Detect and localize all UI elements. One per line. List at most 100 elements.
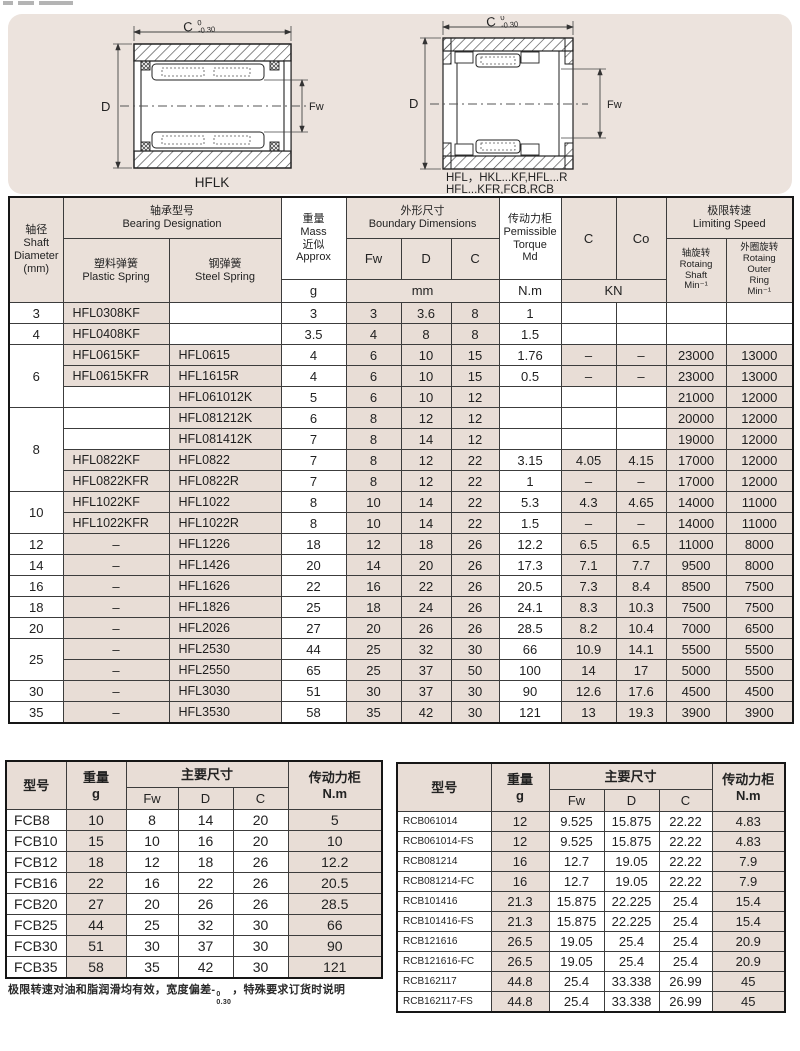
dim-tol-upper: 0 — [197, 20, 202, 27]
torque-cell: 66 — [498, 638, 562, 660]
col-header-c: C — [450, 238, 500, 280]
rcb-row: RCB061014-FS 12 9.525 15.875 22.22 4.83 — [396, 831, 786, 852]
col-header-plastic-spring: 塑料弹簧 Plastic Spring — [62, 238, 170, 303]
plastic-spring-cell: – — [62, 596, 170, 618]
steel-spring-cell: HFL2026 — [168, 617, 282, 639]
mass-cell: 18 — [65, 851, 127, 873]
outer-ring-bottom — [442, 155, 574, 170]
outer-speed-cell: 12000 — [725, 428, 794, 450]
fcb-row: FCB30 51 30 37 30 90 — [5, 935, 383, 957]
c-cell: 8 — [450, 323, 500, 345]
torque-cell: 66 — [287, 914, 383, 936]
mass-cell: 20 — [280, 554, 347, 576]
dim-label-c: C — [486, 16, 497, 30]
fw-cell: 25.4 — [548, 991, 605, 1013]
mass-cell: 51 — [65, 935, 127, 957]
roller-cage-top — [151, 63, 265, 81]
plastic-spring-cell: – — [62, 638, 170, 660]
plastic-spring-cell — [62, 407, 170, 429]
dynamic-load-cell — [560, 407, 617, 429]
dim-label-fw: Fw — [607, 99, 622, 111]
torque-cell: 28.5 — [287, 893, 383, 915]
model-cell: FCB10 — [5, 830, 67, 852]
header-row-2: 塑料弹簧 Plastic Spring 钢弹簧 Steel Spring Fw … — [9, 238, 794, 303]
static-load-cell: 17.6 — [615, 680, 667, 702]
outer-speed-cell: 7500 — [725, 575, 794, 597]
fw-cell: 35 — [125, 956, 179, 979]
static-load-cell: 14.1 — [615, 638, 667, 660]
shaft-speed-cell: 7500 — [665, 596, 727, 618]
plastic-spring-cell: HFL0822KFR — [62, 470, 170, 492]
d-cell: 32 — [400, 638, 452, 660]
shaft-diameter-cell: 30 — [8, 680, 64, 702]
dynamic-load-cell — [560, 386, 617, 408]
d-cell: 37 — [400, 680, 452, 702]
drawings-panel: C 0 -0.30 D Fw HFLK — [8, 14, 792, 194]
rcb-row: RCB121616 26.5 19.05 25.4 25.4 20.9 — [396, 931, 786, 952]
rcb-row: RCB162117-FS 44.8 25.4 33.338 26.99 45 — [396, 991, 786, 1013]
static-load-cell: 7.7 — [615, 554, 667, 576]
header-row-1: 轴径 Shaft Diameter (mm) 轴承型号 Bearing Desi… — [8, 196, 794, 303]
spec-row: HFL061012K 5 6 10 12 21000 12000 — [9, 386, 794, 408]
fcb-header-fw: Fw — [125, 787, 179, 810]
mass-cell: 51 — [280, 680, 347, 702]
fw-cell: 30 — [125, 935, 179, 957]
torque-cell: 3.15 — [498, 449, 562, 471]
fcb-row: FCB35 58 35 42 30 121 — [5, 956, 383, 979]
fw-cell: 16 — [125, 872, 179, 894]
d-cell: 10 — [400, 344, 452, 366]
spring-pocket — [454, 143, 474, 156]
steel-spring-cell: HFL061012K — [168, 386, 282, 408]
drawing-caption-hfl-line1: HFL，HKL...KF,HFL...R — [446, 172, 567, 184]
fw-cell: 15.875 — [548, 911, 605, 932]
model-cell: RCB121616-FC — [396, 951, 492, 972]
d-cell: 25.4 — [603, 951, 660, 972]
shaft-speed-cell: 5000 — [665, 659, 727, 681]
col-header-mass: 重量 Mass 近似 Approx — [280, 196, 347, 280]
fcb-row: FCB16 22 16 22 26 20.5 — [5, 872, 383, 894]
c-cell: 30 — [450, 680, 500, 702]
model-cell: FCB20 — [5, 893, 67, 915]
static-load-cell — [615, 428, 667, 450]
outer-speed-cell: 3900 — [725, 701, 794, 724]
shaft-speed-cell: 21000 — [665, 386, 727, 408]
plastic-spring-cell: HFL1022KF — [62, 491, 170, 513]
static-load-cell: 4.65 — [615, 491, 667, 513]
outer-speed-cell: 12000 — [725, 470, 794, 492]
fcb-header-dims: 主要尺寸 — [125, 760, 289, 788]
outer-speed-cell — [725, 302, 794, 324]
dim-tol-lower: -0.30 — [198, 25, 216, 36]
fw-cell: 20 — [125, 893, 179, 915]
dynamic-load-cell — [560, 323, 617, 345]
d-cell: 18 — [177, 851, 234, 873]
static-load-cell: – — [615, 344, 667, 366]
plastic-spring-cell: – — [62, 701, 170, 724]
model-cell: RCB162117 — [396, 971, 492, 992]
mass-cell: 7 — [280, 470, 347, 492]
d-cell: 14 — [400, 491, 452, 513]
c-cell: 22.22 — [658, 871, 713, 892]
d-cell: 16 — [177, 830, 234, 852]
shaft-speed-cell: 23000 — [665, 365, 727, 387]
model-cell: RCB121616 — [396, 931, 492, 952]
dynamic-load-cell — [560, 302, 617, 324]
plastic-spring-cell: – — [62, 533, 170, 555]
c-cell: 30 — [450, 701, 500, 724]
plastic-spring-cell: – — [62, 659, 170, 681]
spec-row: 8 HFL081212K 6 8 12 12 20000 12000 — [8, 407, 794, 492]
outer-shell-top — [133, 43, 292, 62]
d-cell: 15.875 — [603, 831, 660, 852]
fw-cell: 30 — [345, 680, 402, 702]
torque-cell: 28.5 — [498, 617, 562, 639]
plastic-spring-cell — [62, 428, 170, 450]
fcb-table: 型号 重量 g 主要尺寸 传动力柜 N.m Fw D C FCB8 10 8 14 20… — [5, 760, 383, 979]
static-load-cell: – — [615, 470, 667, 492]
bearing-drawing-hflk: C 0 -0.30 D Fw HFLK — [101, 20, 324, 190]
torque-cell: 90 — [287, 935, 383, 957]
spec-row: HFL0822KF HFL0822 7 8 12 22 3.15 4.05 4.15 17000 1… — [9, 449, 794, 471]
dynamic-load-cell: – — [560, 365, 617, 387]
c-cell: 26 — [232, 893, 289, 915]
spec-row: 30– HFL3030 51 30 37 30 90 12.6 17.6 4500 4500 — [8, 680, 794, 702]
mass-cell: 22 — [65, 872, 127, 894]
shaft-speed-cell: 19000 — [665, 428, 727, 450]
